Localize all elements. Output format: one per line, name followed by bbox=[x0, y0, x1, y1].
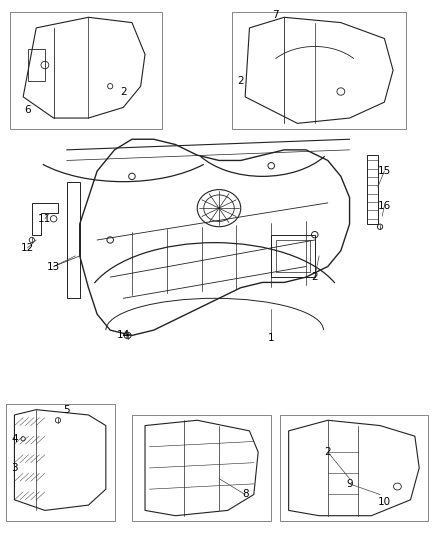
Bar bbox=[28, 49, 45, 81]
Bar bbox=[67, 182, 80, 298]
Bar bbox=[367, 155, 378, 224]
Text: 6: 6 bbox=[24, 105, 31, 115]
Text: 13: 13 bbox=[47, 262, 60, 271]
Text: 11: 11 bbox=[38, 214, 52, 224]
Bar bbox=[6, 405, 115, 521]
Text: 14: 14 bbox=[117, 330, 130, 341]
Text: 2: 2 bbox=[325, 447, 331, 457]
Bar bbox=[271, 235, 315, 277]
Text: 2: 2 bbox=[237, 76, 244, 86]
Text: 15: 15 bbox=[378, 166, 391, 176]
Text: 2: 2 bbox=[311, 272, 318, 282]
Bar bbox=[10, 12, 162, 128]
Bar bbox=[232, 12, 406, 128]
Text: 8: 8 bbox=[242, 489, 248, 499]
Bar bbox=[276, 240, 311, 272]
Text: 1: 1 bbox=[268, 333, 275, 343]
Text: 3: 3 bbox=[11, 463, 18, 473]
Bar bbox=[280, 415, 428, 521]
Text: 4: 4 bbox=[11, 434, 18, 444]
Text: 7: 7 bbox=[272, 10, 279, 20]
Text: 2: 2 bbox=[120, 86, 127, 96]
Bar bbox=[132, 415, 271, 521]
Text: 12: 12 bbox=[21, 243, 34, 253]
Text: 5: 5 bbox=[64, 405, 70, 415]
Text: 16: 16 bbox=[378, 200, 391, 211]
Text: 9: 9 bbox=[346, 479, 353, 489]
Text: 10: 10 bbox=[378, 497, 391, 507]
